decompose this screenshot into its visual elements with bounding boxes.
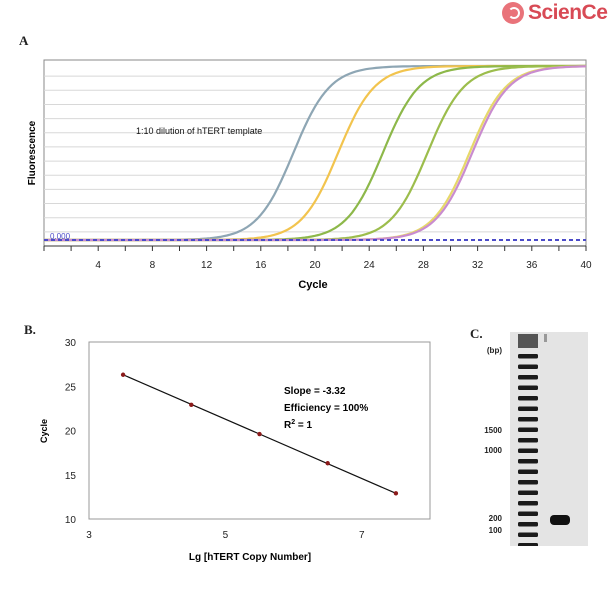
x-tick-label: 32	[472, 260, 484, 271]
y-axis-label: Cycle	[39, 419, 49, 443]
x-tick-label: 16	[255, 260, 267, 271]
marker-100: 100	[488, 526, 502, 535]
x-axis-label: Cycle	[298, 279, 327, 291]
ladder-band	[518, 396, 538, 401]
efficiency-annotation: Efficiency = 100%	[284, 403, 368, 414]
data-point	[257, 431, 262, 437]
marker-1000: 1000	[484, 446, 502, 455]
ladder-band	[518, 427, 538, 432]
data-point	[120, 372, 126, 377]
ladder-band	[518, 459, 538, 464]
agarose-gel-image	[510, 332, 588, 548]
x-tick-label: 3	[86, 530, 92, 541]
x-tick-label: 20	[309, 260, 321, 271]
y-tick-label: 25	[65, 382, 77, 393]
ladder-band	[518, 522, 538, 527]
ladder-band	[518, 543, 538, 548]
panel-c-label: C.	[470, 326, 483, 341]
ladder-band	[518, 490, 538, 495]
ladder-band	[518, 385, 538, 390]
y-tick-label: 30	[65, 338, 77, 349]
x-tick-label: 24	[364, 260, 376, 271]
ladder-band	[518, 511, 538, 516]
ladder-band	[518, 469, 538, 474]
data-points	[120, 372, 399, 496]
slope-annotation: Slope = -3.32	[284, 386, 346, 397]
sciencell-logo: ScienCell	[502, 0, 608, 28]
ladder-band	[518, 448, 538, 453]
ladder-band	[518, 532, 538, 537]
x-tick-label: 5	[223, 530, 229, 541]
marker-200: 200	[488, 514, 502, 523]
plot-area	[88, 341, 431, 520]
dilution-annotation: 1:10 dilution of hTERT template	[136, 126, 262, 136]
logo-icon	[502, 2, 524, 24]
panel-a-label: A	[19, 33, 29, 48]
r-squared-annotation: R2 = 1	[284, 419, 313, 431]
panel-b-label: B.	[24, 322, 36, 337]
y-tick-label: 20	[65, 427, 77, 438]
gel-lanes	[518, 334, 570, 548]
amplification-curve-6	[44, 65, 587, 242]
data-point	[189, 402, 194, 408]
well-mark	[544, 334, 547, 342]
grid	[44, 75, 586, 233]
ladder-band	[518, 364, 538, 369]
x-tick-label: 7	[359, 530, 365, 541]
ladder-band	[518, 501, 538, 506]
x-tick-label: 8	[150, 260, 156, 271]
x-tick-label: 4	[95, 260, 101, 271]
ladder-band	[518, 406, 538, 411]
ladder-band	[518, 438, 538, 443]
data-point	[325, 461, 330, 466]
sample-band	[550, 515, 570, 525]
ladder-lane	[518, 334, 538, 548]
y-tick-label: 10	[65, 515, 77, 526]
ladder-well	[518, 334, 538, 348]
y-tick-label: 15	[65, 471, 77, 482]
x-tick-label: 36	[526, 260, 538, 271]
ladder-band	[518, 480, 538, 485]
x-tick-label: 28	[418, 260, 430, 271]
x-ticks: 4 8 12 16 20 24 28 32 36 40	[43, 246, 592, 271]
ladder-band	[518, 375, 538, 380]
ladder-band	[518, 417, 538, 422]
amplification-chart: 0.000 4 8 12 16 20 24 28 32 36 40 1:10 dilution o…	[27, 59, 592, 291]
brand-name: ScienCell	[528, 1, 608, 24]
bp-unit-label: (bp)	[486, 346, 502, 355]
data-point	[393, 491, 399, 496]
x-tick-label: 40	[580, 260, 592, 271]
ladder-band	[518, 354, 538, 359]
plot-area	[43, 59, 587, 247]
x-axis-label: Lg [hTERT Copy Number]	[189, 552, 311, 563]
series-group	[44, 64, 587, 242]
x-tick-label: 12	[201, 260, 213, 271]
y-axis-label: Fluorescence	[27, 120, 38, 185]
marker-1500: 1500	[484, 426, 502, 435]
threshold-label: 0.000	[50, 232, 71, 241]
